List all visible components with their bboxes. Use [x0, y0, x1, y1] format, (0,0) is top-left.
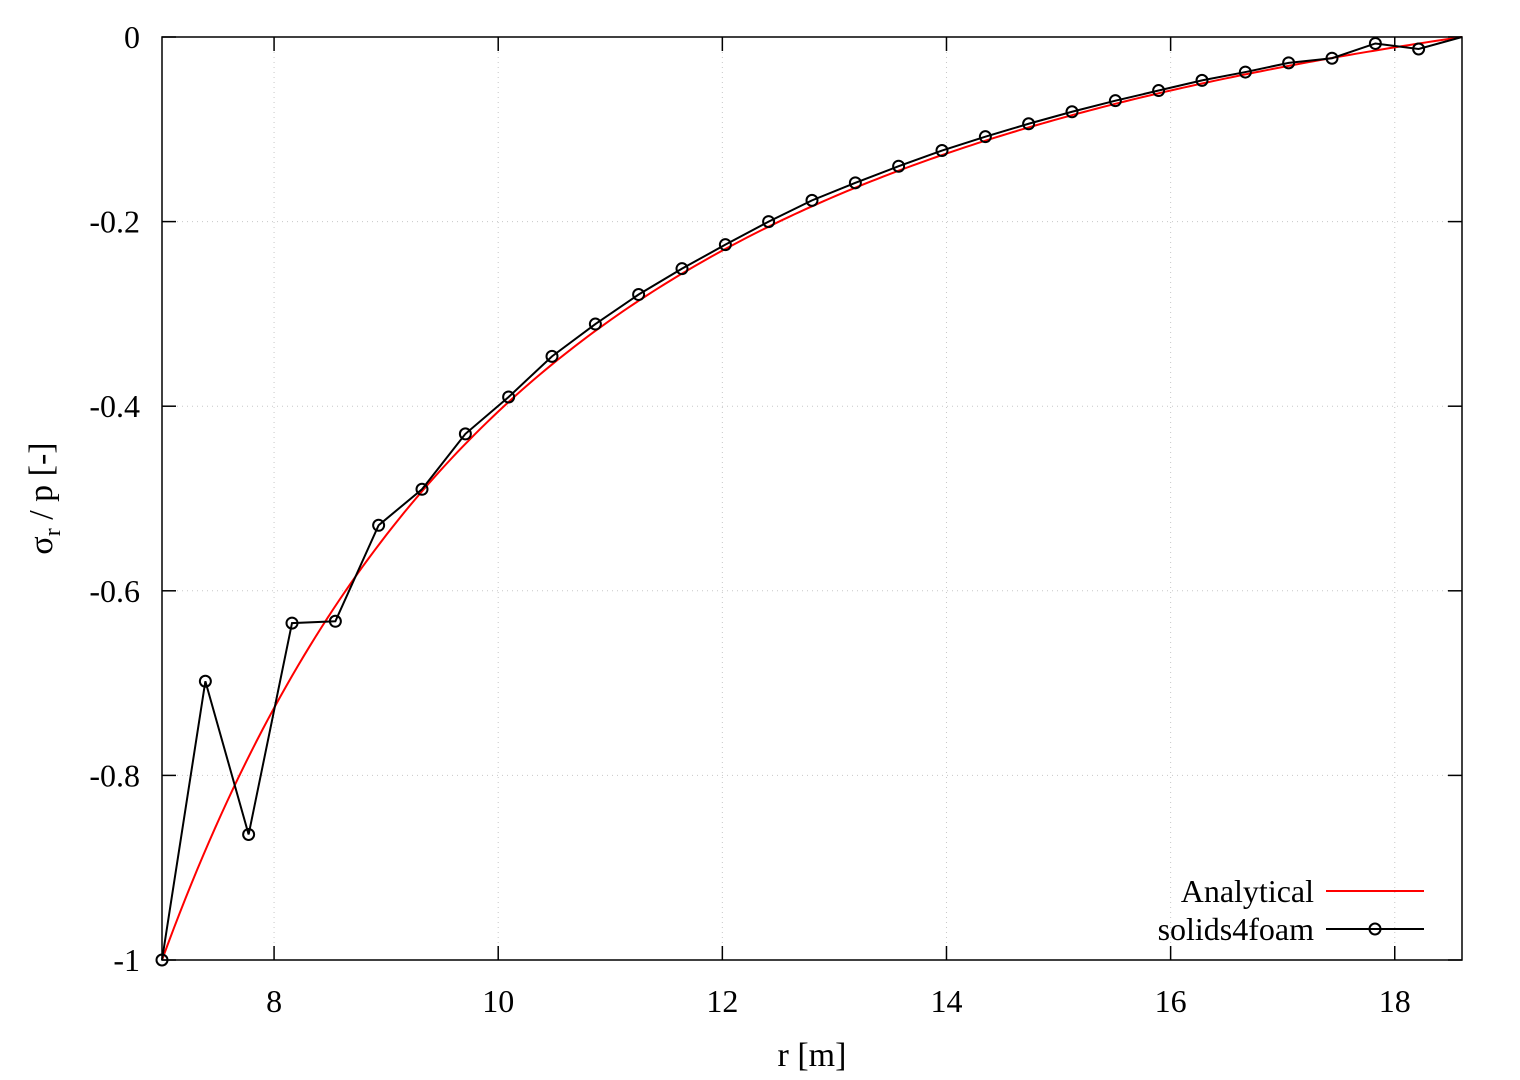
x-tick-label: 12 [706, 983, 738, 1019]
solids4foam-point [1065, 105, 1079, 119]
solids4foam-point [242, 827, 256, 841]
plot-area [155, 36, 1463, 967]
y-axis-label-subscript: r [40, 528, 66, 536]
y-tick-label: -0.2 [89, 204, 140, 240]
x-tick-label: 8 [266, 983, 282, 1019]
solids4foam-point [1152, 84, 1166, 98]
solids4foam-point [762, 215, 776, 229]
legend-marker-solids4foam [1368, 922, 1382, 936]
solids4foam-point [1238, 65, 1252, 79]
x-tick-label: 14 [930, 983, 962, 1019]
legend: Analytical solids4foam [1158, 873, 1424, 947]
solids4foam-point [675, 262, 689, 276]
x-axis-label: r [m] [778, 1037, 847, 1074]
axis-ticks [162, 36, 1462, 961]
solids4foam-point [1195, 73, 1209, 87]
plot-frame [161, 36, 1463, 961]
y-axis-label-symbol: σ [23, 536, 60, 554]
solids4foam-point [632, 288, 646, 302]
solids4foam-point [805, 193, 819, 207]
y-tick-label: -0.8 [89, 757, 140, 793]
y-tick-label: -0.6 [89, 573, 140, 609]
solids4foam-point [1325, 51, 1339, 65]
analytical-curve [161, 36, 1463, 961]
y-tick-label: 0 [124, 19, 140, 55]
solids4foam-point [328, 614, 342, 628]
grid-lines [162, 37, 1462, 960]
solids4foam-line [161, 36, 1463, 961]
solids4foam-point [1282, 56, 1296, 70]
solids4foam-point [458, 427, 472, 441]
solids4foam-point [978, 130, 992, 144]
solids4foam-point [1022, 117, 1036, 131]
solids4foam-point [198, 674, 212, 688]
tick-labels: 8 10 12 14 16 18 0 -0.2 -0.4 -0.6 -0.8 -1 [89, 19, 1410, 1019]
legend-label-solids4foam: solids4foam [1158, 911, 1315, 947]
solids4foam-point [588, 317, 602, 331]
solids4foam-point [415, 482, 429, 496]
solids4foam-point [372, 518, 386, 532]
solids4foam-point [935, 144, 949, 158]
x-tick-label: 16 [1155, 983, 1187, 1019]
solids4foam-point [285, 616, 299, 630]
solids4foam-point [1412, 42, 1426, 56]
solids4foam-point [545, 349, 559, 363]
solids4foam-point [502, 390, 516, 404]
solids4foam-point [1108, 94, 1122, 108]
solids4foam-point [718, 238, 732, 252]
x-tick-label: 18 [1379, 983, 1411, 1019]
solids4foam-point [1368, 36, 1382, 50]
y-axis-label-rest: / p [-] [23, 442, 60, 528]
y-tick-label: -0.4 [89, 388, 140, 424]
x-tick-label: 10 [482, 983, 514, 1019]
legend-label-analytical: Analytical [1181, 873, 1314, 909]
y-axis-label: σr / p [-] [23, 442, 66, 554]
solids4foam-point [848, 176, 862, 190]
y-tick-label: -1 [113, 942, 140, 978]
solids4foam-point [892, 159, 906, 173]
